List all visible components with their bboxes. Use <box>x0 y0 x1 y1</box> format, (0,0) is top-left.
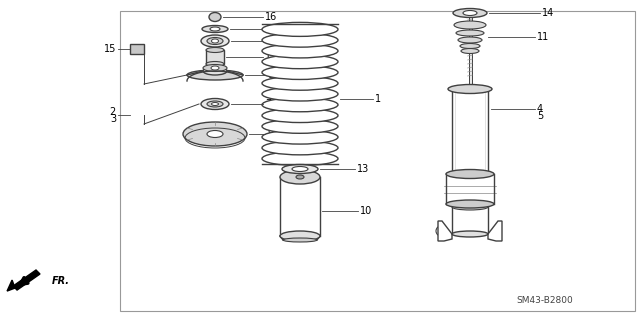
Ellipse shape <box>187 70 243 80</box>
Ellipse shape <box>280 231 320 241</box>
Ellipse shape <box>207 101 223 107</box>
Bar <box>130 44 144 54</box>
Ellipse shape <box>209 12 221 21</box>
Ellipse shape <box>262 44 338 58</box>
Text: 9: 9 <box>267 129 273 139</box>
Ellipse shape <box>262 141 338 155</box>
Text: 6: 6 <box>265 24 271 34</box>
Text: 13: 13 <box>357 164 369 174</box>
Ellipse shape <box>207 130 223 137</box>
Ellipse shape <box>282 165 318 174</box>
Text: 2: 2 <box>109 107 116 117</box>
Text: 15: 15 <box>104 44 116 54</box>
Polygon shape <box>13 270 40 290</box>
Text: 7: 7 <box>265 99 271 109</box>
Ellipse shape <box>207 38 223 44</box>
Ellipse shape <box>453 9 487 18</box>
Text: FR.: FR. <box>52 276 70 286</box>
Text: 5: 5 <box>537 111 543 121</box>
Ellipse shape <box>202 26 228 33</box>
Ellipse shape <box>292 167 308 172</box>
Ellipse shape <box>283 238 317 242</box>
Ellipse shape <box>211 102 218 106</box>
Ellipse shape <box>454 21 486 29</box>
Polygon shape <box>488 221 502 241</box>
Ellipse shape <box>262 87 338 101</box>
Ellipse shape <box>262 76 338 90</box>
Polygon shape <box>438 221 452 241</box>
Ellipse shape <box>183 122 247 146</box>
Text: SM43-B2800: SM43-B2800 <box>516 296 573 305</box>
Ellipse shape <box>458 37 482 43</box>
Text: 3: 3 <box>110 114 116 124</box>
Ellipse shape <box>452 170 488 177</box>
Ellipse shape <box>452 231 488 237</box>
Polygon shape <box>7 280 15 291</box>
Ellipse shape <box>446 169 494 179</box>
Bar <box>206 50 224 64</box>
Ellipse shape <box>262 65 338 79</box>
Bar <box>468 16 472 89</box>
Ellipse shape <box>201 99 229 109</box>
Ellipse shape <box>206 48 224 53</box>
Ellipse shape <box>262 33 338 47</box>
Text: 1: 1 <box>375 94 381 104</box>
Ellipse shape <box>206 62 224 66</box>
Ellipse shape <box>211 66 219 70</box>
Text: 16: 16 <box>265 12 277 22</box>
Text: 8: 8 <box>267 70 273 80</box>
Bar <box>120 11 635 311</box>
Ellipse shape <box>280 170 320 184</box>
Ellipse shape <box>211 39 218 43</box>
Ellipse shape <box>203 64 227 71</box>
Text: 10: 10 <box>360 206 372 216</box>
Ellipse shape <box>210 27 220 31</box>
Ellipse shape <box>460 43 480 48</box>
Ellipse shape <box>262 108 338 122</box>
Ellipse shape <box>296 175 304 179</box>
Text: 11: 11 <box>537 32 549 42</box>
Ellipse shape <box>201 35 229 47</box>
Ellipse shape <box>448 85 492 93</box>
Ellipse shape <box>262 98 338 112</box>
Ellipse shape <box>446 200 494 208</box>
Ellipse shape <box>203 67 227 75</box>
Ellipse shape <box>262 119 338 133</box>
Ellipse shape <box>262 152 338 166</box>
Ellipse shape <box>456 30 484 36</box>
Ellipse shape <box>461 48 479 54</box>
Ellipse shape <box>262 22 338 36</box>
Ellipse shape <box>452 204 488 210</box>
Text: 14: 14 <box>542 8 554 18</box>
Ellipse shape <box>463 11 477 16</box>
Ellipse shape <box>262 55 338 69</box>
Text: 4: 4 <box>537 104 543 114</box>
Text: 12: 12 <box>265 52 277 62</box>
Text: 7: 7 <box>265 36 271 46</box>
Ellipse shape <box>262 130 338 144</box>
